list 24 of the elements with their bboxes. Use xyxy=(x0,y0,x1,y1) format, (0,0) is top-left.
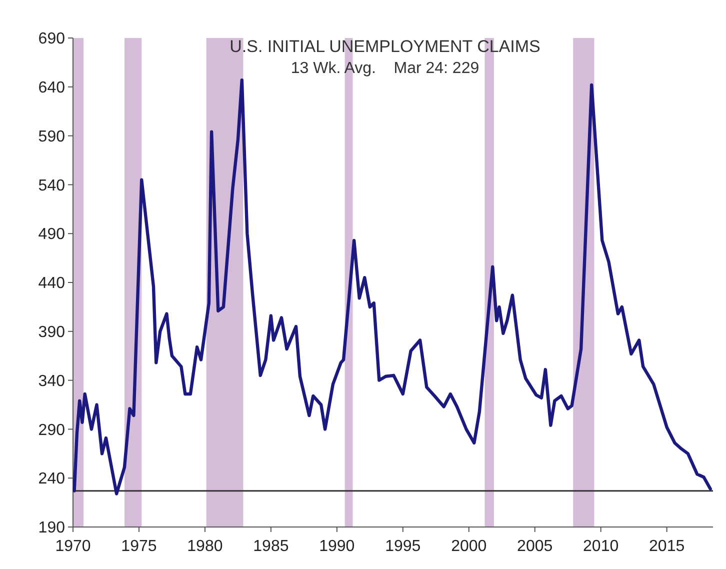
line-series xyxy=(72,78,712,496)
x-tick-label: 1980 xyxy=(187,538,223,555)
x-tick-label: 2005 xyxy=(517,538,553,555)
y-tick-label: 590 xyxy=(38,128,66,146)
x-tick-label: 2000 xyxy=(451,538,487,555)
x-tick-label: 1995 xyxy=(385,538,421,555)
y-tick-label: 640 xyxy=(38,80,66,96)
y-tick-label: 490 xyxy=(38,226,66,244)
x-tick-label: 1975 xyxy=(121,538,157,555)
x-tick-label: 1970 xyxy=(55,538,91,555)
x-tick-label: 2015 xyxy=(649,538,685,555)
y-tick-label: 690 xyxy=(38,30,66,48)
y-tick-label: 440 xyxy=(38,275,66,292)
x-tick-label: 2010 xyxy=(583,538,619,555)
y-tick-label: 240 xyxy=(38,470,66,488)
y-tick-label: 390 xyxy=(38,324,66,341)
y-tick-label: 540 xyxy=(38,177,66,194)
x-tick-label: 1990 xyxy=(319,538,355,555)
x-tick-label: 1985 xyxy=(253,538,289,555)
y-tick-label: 290 xyxy=(38,422,66,439)
y-tick-label: 190 xyxy=(38,520,66,537)
text: 13 Wk. Avg. Mar 24: 229 xyxy=(290,60,480,77)
chart-title: U.S. INITIAL UNEMPLOYMENT CLAIMS xyxy=(230,37,540,56)
y-tick-label: 340 xyxy=(38,372,66,390)
